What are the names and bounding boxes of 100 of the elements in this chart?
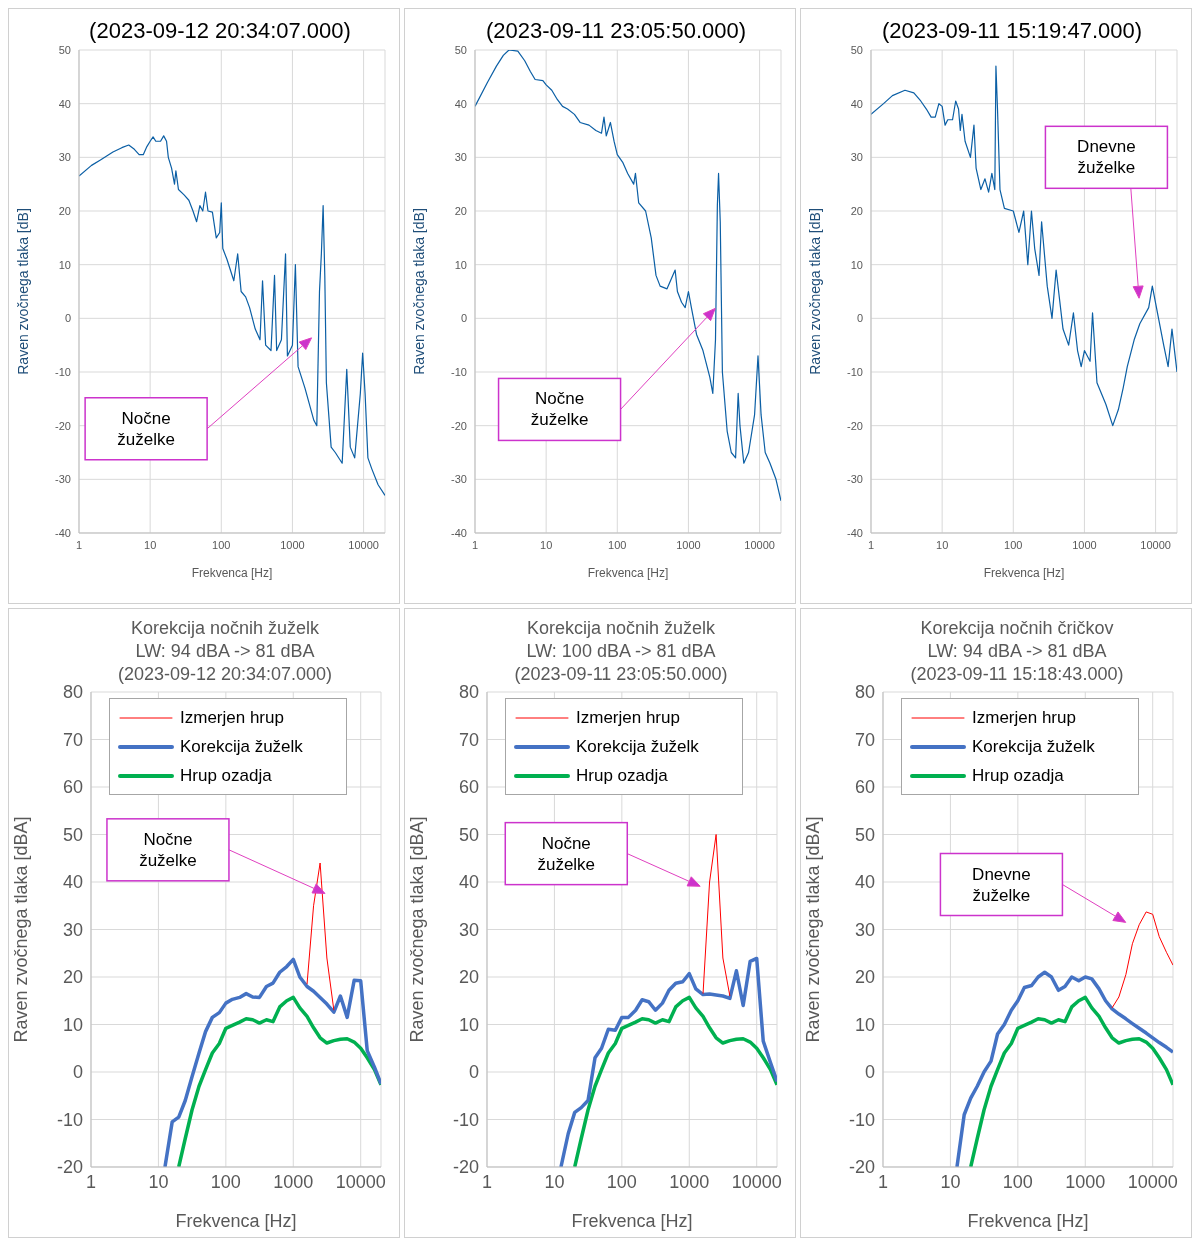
- x-axis-title: Frekvenca [Hz]: [967, 1211, 1089, 1231]
- y-tick-label: 80: [458, 682, 479, 703]
- line-series: [176, 995, 381, 1167]
- x-tick-label: 10000: [731, 1171, 782, 1192]
- y-tick-label: 10: [58, 258, 71, 271]
- y-tick-label: -20: [55, 419, 71, 432]
- y-tick-label: 20: [854, 967, 875, 988]
- y-tick-label: -10: [55, 365, 71, 378]
- line-series: [572, 995, 777, 1167]
- line-series: [1111, 911, 1173, 1009]
- y-tick-label: -10: [56, 1109, 83, 1130]
- y-tick-label: 50: [454, 43, 467, 56]
- y-axis-title: Raven zvočnega tlaka [dB]: [14, 208, 31, 375]
- annotation: Nočne žuželke: [537, 833, 596, 874]
- line-series: [968, 995, 1173, 1167]
- y-tick-label: 30: [458, 919, 479, 940]
- y-tick-label: 80: [62, 682, 83, 703]
- legend-label: Hrup ozadja: [180, 765, 272, 786]
- y-tick-label: 70: [854, 729, 875, 750]
- legend-label: Izmerjen hrup: [972, 707, 1076, 728]
- y-tick-label: 40: [850, 97, 863, 110]
- y-tick-label: 40: [62, 872, 83, 893]
- x-tick-label: 1: [85, 1171, 97, 1192]
- x-tick-label: 10000: [335, 1171, 386, 1192]
- x-tick-label: 10000: [348, 538, 379, 551]
- y-tick-label: 70: [458, 729, 479, 750]
- chart-title: Korekcija nočnih žuželk LW: 100 dBA -> 81 dBA (2023-09-11 23:05:50.000): [513, 617, 729, 684]
- x-tick-label: 10000: [1127, 1171, 1178, 1192]
- y-tick-label: 40: [854, 872, 875, 893]
- annotation: Nočne žuželke: [530, 389, 589, 430]
- legend-label: Hrup ozadja: [576, 765, 668, 786]
- line-series: [955, 970, 1173, 1167]
- annotation: Nočne žuželke: [139, 829, 197, 870]
- y-tick-label: -30: [847, 473, 863, 486]
- annotation: Dnevne žuželke: [1077, 137, 1136, 178]
- y-tick-label: 50: [458, 824, 479, 845]
- y-tick-label: 20: [850, 204, 863, 217]
- legend-label: Korekcija žuželk: [180, 736, 303, 757]
- x-tick-label: 1: [481, 1171, 493, 1192]
- y-tick-label: -10: [847, 365, 863, 378]
- y-tick-label: 30: [854, 919, 875, 940]
- x-tick-label: 10: [144, 538, 157, 551]
- annotation: Nočne žuželke: [117, 408, 175, 449]
- y-tick-label: 30: [454, 151, 467, 164]
- y-axis-title: Raven zvočnega tlaka [dBA]: [11, 816, 32, 1043]
- y-tick-label: 10: [454, 258, 467, 271]
- line-series: [559, 956, 777, 1167]
- y-tick-label: 50: [58, 43, 71, 56]
- y-tick-label: -20: [452, 1157, 479, 1178]
- y-axis-title: Raven zvočnega tlaka [dBA]: [407, 816, 428, 1043]
- legend-label: Korekcija žuželk: [576, 736, 699, 757]
- x-tick-label: 1000: [280, 538, 305, 551]
- chart-title: (2023-09-12 20:34:07.000): [88, 17, 352, 44]
- x-tick-label: 10: [936, 538, 949, 551]
- y-tick-label: 50: [850, 43, 863, 56]
- chart-title: (2023-09-11 23:05:50.000): [484, 17, 748, 44]
- chart-title: Korekcija nočnih čričkov LW: 94 dBA -> 81 dBA (2023-09-11 15:18:43.000): [909, 617, 1125, 684]
- x-tick-label: 10000: [1140, 538, 1171, 551]
- x-tick-label: 100: [210, 1171, 241, 1192]
- x-tick-label: 1000: [676, 538, 701, 551]
- y-tick-label: 20: [458, 967, 479, 988]
- y-tick-label: 0: [856, 312, 863, 325]
- y-tick-label: -40: [55, 526, 71, 539]
- y-tick-label: -30: [55, 473, 71, 486]
- y-tick-label: 0: [72, 1062, 83, 1083]
- y-tick-label: 50: [62, 824, 83, 845]
- x-axis-title: Frekvenca [Hz]: [571, 1211, 693, 1231]
- y-tick-label: 60: [458, 777, 479, 798]
- y-tick-label: 20: [62, 967, 83, 988]
- y-tick-label: 80: [854, 682, 875, 703]
- y-tick-label: 40: [458, 872, 479, 893]
- x-tick-label: 1000: [1065, 1171, 1106, 1192]
- y-tick-label: 10: [62, 1014, 83, 1035]
- y-tick-label: 30: [58, 151, 71, 164]
- x-axis-title: Frekvenca [Hz]: [587, 566, 669, 580]
- x-tick-label: 10: [940, 1171, 961, 1192]
- x-tick-label: 100: [1004, 538, 1023, 551]
- chart-title: (2023-09-11 15:19:47.000): [880, 17, 1144, 44]
- y-axis-title: Raven zvočnega tlaka [dB]: [410, 208, 427, 375]
- y-tick-label: 10: [854, 1014, 875, 1035]
- y-tick-label: 60: [854, 777, 875, 798]
- y-tick-label: -20: [847, 419, 863, 432]
- y-tick-label: -30: [451, 473, 467, 486]
- legend-label: Hrup ozadja: [972, 765, 1064, 786]
- y-tick-label: 40: [454, 97, 467, 110]
- y-tick-label: -10: [452, 1109, 479, 1130]
- x-tick-label: 1000: [669, 1171, 710, 1192]
- y-tick-label: 0: [468, 1062, 479, 1083]
- line-series: [163, 957, 381, 1167]
- x-tick-label: 10000: [744, 538, 775, 551]
- x-tick-label: 100: [1002, 1171, 1033, 1192]
- x-tick-label: 1: [867, 538, 875, 551]
- y-tick-label: 0: [64, 312, 71, 325]
- x-tick-label: 1: [877, 1171, 889, 1192]
- legend-label: Izmerjen hrup: [576, 707, 680, 728]
- x-axis-title: Frekvenca [Hz]: [175, 1211, 297, 1231]
- y-tick-label: 0: [864, 1062, 875, 1083]
- y-tick-label: -10: [451, 365, 467, 378]
- annotation: Dnevne žuželke: [972, 864, 1031, 905]
- y-axis-title: Raven zvočnega tlaka [dBA]: [803, 816, 824, 1043]
